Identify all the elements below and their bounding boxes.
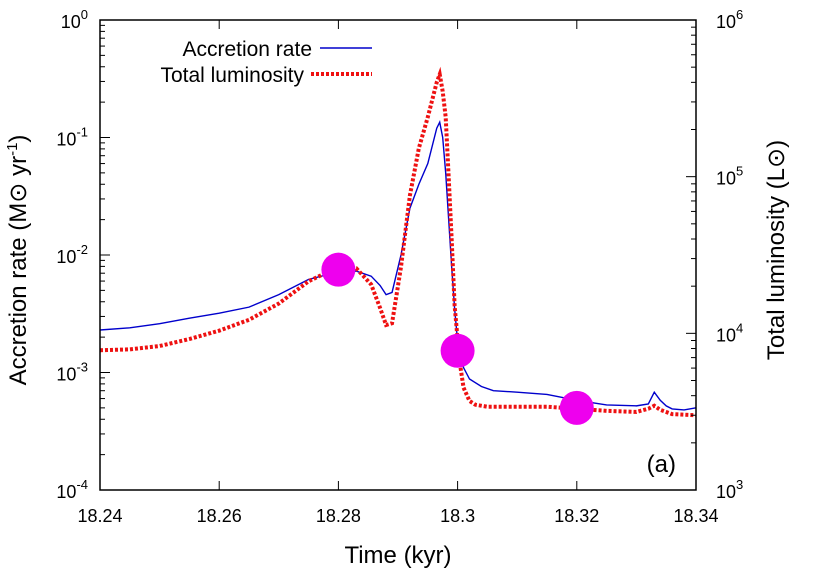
y-axis-title-main: Accretion rate (M⊙ yr (5, 156, 32, 386)
y2-axis-title: Total luminosity (L⊙) (763, 140, 790, 360)
legend-label-total-luminosity: Total luminosity (160, 64, 304, 87)
highlight-point-1 (321, 252, 356, 287)
y-axis-title-close: ) (5, 135, 32, 143)
marks-layer (99, 66, 697, 425)
y-tick-label: 10-1 (56, 125, 88, 150)
highlight-point-2 (440, 333, 475, 368)
x-tick-label: 18.3 (440, 506, 475, 526)
y2-tick-label: 105 (716, 164, 743, 189)
plot-frame (99, 19, 697, 491)
y2-tick-label: 104 (716, 320, 743, 345)
x-tick-label: 18.26 (197, 506, 242, 526)
y-tick-label: 10-2 (56, 242, 88, 267)
series-line-accretion-rate (99, 120, 697, 411)
ticks-layer: 18.24 18.26 18.28 18.3 18.32 18.34 10-4 10-3 10-… (56, 7, 743, 526)
x-axis-title: Time (kyr) (344, 542, 451, 569)
series-line-total-luminosity (99, 66, 697, 418)
y-axis-title-exponent: -1 (4, 143, 21, 156)
y-tick-label: 10-3 (56, 360, 88, 385)
highlight-point-3 (559, 390, 594, 425)
y2-tick-label: 103 (716, 477, 743, 502)
x-tick-label: 18.24 (77, 506, 122, 526)
y-axis-title: Accretion rate (M⊙ yr-1) (4, 135, 32, 386)
legend: Accretion rate Total luminosity (160, 38, 372, 87)
x-tick-label: 18.28 (316, 506, 361, 526)
legend-label-accretion-rate: Accretion rate (182, 38, 312, 61)
x-tick-label: 18.32 (554, 506, 599, 526)
y-tick-label: 10-4 (56, 477, 88, 502)
panel-annotation: (a) (647, 451, 676, 478)
y2-tick-label: 106 (716, 7, 743, 32)
x-tick-label: 18.34 (673, 506, 718, 526)
y-tick-label: 100 (61, 7, 88, 32)
